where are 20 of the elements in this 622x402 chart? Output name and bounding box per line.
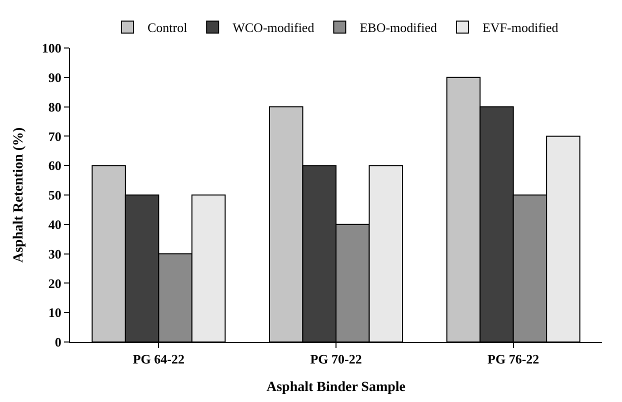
y-tick-label: 100 <box>42 40 62 56</box>
y-axis-title: Asphalt Retention (%) <box>12 127 26 263</box>
y-tick-label: 80 <box>48 99 62 114</box>
x-tick-label: PG 70-22 <box>310 352 362 367</box>
y-tick-label: 10 <box>48 305 62 320</box>
legend-label: Control <box>148 20 188 36</box>
x-axis-title: Asphalt Binder Sample <box>266 380 406 395</box>
y-tick-label: 20 <box>48 276 62 291</box>
x-tick-label: PG 64-22 <box>132 352 184 367</box>
y-tick-label: 0 <box>54 334 62 350</box>
x-tick-label: PG 76-22 <box>488 352 540 367</box>
legend-label: WCO-modified <box>232 20 315 36</box>
y-tick-label: 50 <box>48 188 62 203</box>
y-tick-label: 40 <box>48 216 62 232</box>
y-tick-label: 70 <box>48 128 62 144</box>
y-tick-label: 90 <box>48 70 62 85</box>
y-tick-label: 60 <box>48 158 62 174</box>
legend-label: EBO-modified <box>360 20 438 36</box>
y-tick-label: 30 <box>48 246 62 262</box>
legend-label: EVF-modified <box>482 20 559 36</box>
